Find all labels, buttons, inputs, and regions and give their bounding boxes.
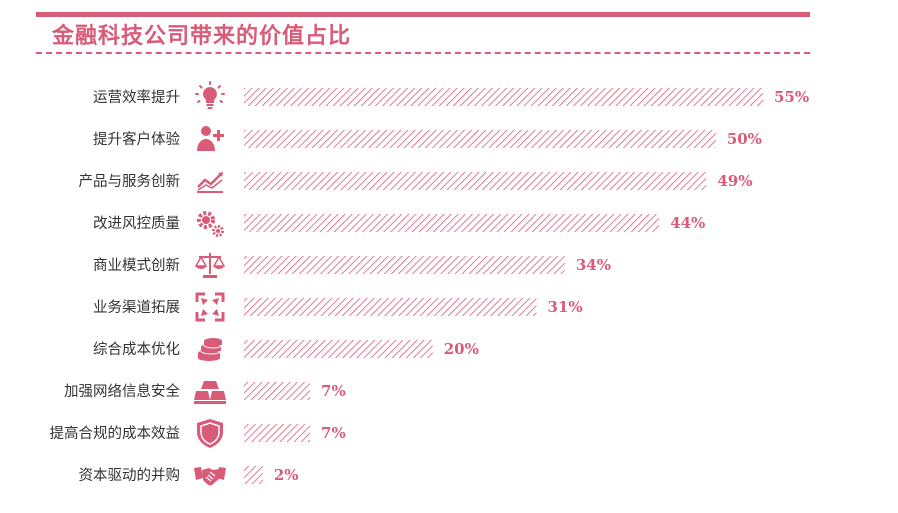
value-label: 50% (727, 130, 762, 148)
bar (244, 130, 716, 148)
bar (244, 256, 565, 274)
value-label: 7% (321, 382, 346, 400)
category-label: 提升客户体验 (93, 131, 180, 148)
bar-row: 业务渠道拓展 31% (93, 292, 583, 322)
user-plus-icon (197, 126, 224, 151)
category-label: 综合成本优化 (93, 341, 180, 358)
handshake-icon (194, 466, 226, 487)
chart-title: 金融科技公司带来的价值占比 (52, 24, 352, 49)
category-label: 改进风控质量 (93, 215, 180, 232)
bar-row: 运营效率提升 55% (93, 81, 809, 110)
value-label: 7% (321, 424, 346, 442)
bar (244, 382, 311, 400)
category-label: 加强网络信息安全 (64, 382, 180, 400)
category-label: 业务渠道拓展 (93, 299, 180, 316)
bar-row: 商业模式创新 34% (93, 252, 611, 279)
value-label: 2% (274, 466, 299, 484)
bar-row: 提升客户体验 50% (93, 126, 762, 151)
category-label: 运营效率提升 (93, 89, 180, 106)
bar-row: 综合成本优化 20% (93, 337, 479, 362)
category-label: 产品与服务创新 (79, 173, 181, 190)
top-accent-bar (36, 12, 810, 17)
bar-row: 加强网络信息安全 7% (64, 381, 346, 404)
shield-icon (196, 418, 224, 449)
bar (244, 298, 537, 316)
gears-icon (197, 211, 225, 238)
value-label: 34% (576, 256, 611, 274)
bar (244, 214, 660, 232)
bar-row: 提高合规的成本效益 7% (50, 418, 346, 449)
category-label: 提高合规的成本效益 (50, 425, 181, 442)
bar (244, 172, 707, 190)
bar-row: 产品与服务创新 49% (79, 170, 753, 194)
trend-chart-icon (195, 170, 225, 194)
value-label: 55% (774, 88, 809, 106)
bar-row: 改进风控质量 44% (93, 211, 705, 238)
expand-arrows-icon (195, 292, 225, 322)
bar (244, 340, 433, 358)
balance-scale-icon (195, 252, 225, 279)
bar (244, 466, 263, 484)
value-label: 31% (548, 298, 583, 316)
bar (244, 424, 311, 442)
coin-stack-icon (197, 337, 223, 362)
bar-row: 资本驱动的并购 2% (79, 466, 299, 487)
value-label: 49% (717, 172, 752, 190)
value-label: 44% (670, 214, 705, 232)
value-label: 20% (444, 340, 479, 358)
title-dashed-rule (36, 52, 810, 54)
category-label: 资本驱动的并购 (79, 467, 181, 484)
category-label: 商业模式创新 (93, 257, 180, 274)
bar (244, 88, 763, 106)
gold-bars-icon (194, 381, 226, 404)
lightbulb-icon (195, 81, 225, 110)
